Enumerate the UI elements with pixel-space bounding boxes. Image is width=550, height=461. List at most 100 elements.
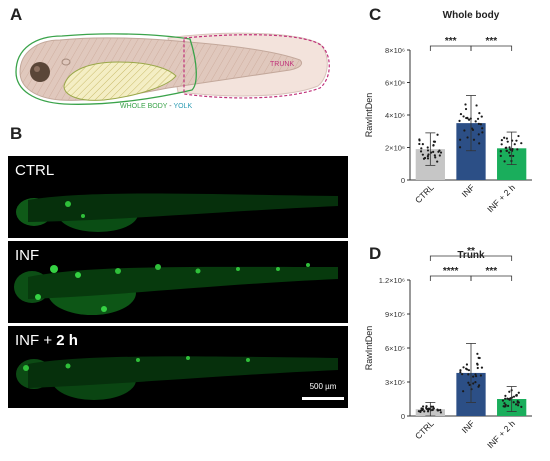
data-point <box>422 157 426 160</box>
yolk-label: YOLK <box>173 103 192 110</box>
data-point <box>430 405 433 408</box>
data-point <box>421 408 424 412</box>
x-tick-label: CTRL <box>413 418 436 441</box>
data-point <box>432 407 435 410</box>
whole-body-outline <box>15 33 197 105</box>
data-point <box>508 151 511 154</box>
data-point <box>425 406 428 410</box>
data-point <box>467 369 471 372</box>
y-tick-label: 0 <box>401 412 405 421</box>
data-point <box>418 138 421 141</box>
data-point <box>508 390 511 393</box>
data-point <box>427 153 430 156</box>
data-point <box>478 142 481 145</box>
data-point <box>506 397 509 400</box>
data-point <box>467 373 470 376</box>
data-point <box>464 107 468 111</box>
data-point <box>477 385 480 388</box>
data-point <box>478 356 481 360</box>
label-plain: INF + <box>15 332 57 349</box>
data-point <box>426 410 430 413</box>
panel-letter-c: C <box>369 5 382 24</box>
chart-title: Trunk <box>457 250 485 261</box>
scalebar-label: 500 µm <box>309 382 337 391</box>
whole-body-yolk-label: WHOLE BODY - YOLK <box>120 103 192 110</box>
data-point <box>505 149 508 152</box>
data-point <box>478 112 481 115</box>
data-point <box>462 390 465 393</box>
data-point <box>517 404 520 407</box>
data-point <box>477 122 480 125</box>
data-point <box>421 405 425 408</box>
data-point <box>420 147 423 150</box>
data-point <box>459 371 462 374</box>
data-point <box>471 127 474 130</box>
data-point <box>517 391 520 394</box>
data-point <box>436 408 439 411</box>
chart-trunk: Trunk RawIntDen 0 3×10⁵ 6×10⁵ 9×10⁵ 1.2×10⁶ CTR… <box>364 246 532 450</box>
data-point <box>479 374 483 377</box>
data-point <box>509 148 512 151</box>
y-axis-label: RawIntDen <box>364 326 374 371</box>
data-point <box>475 104 478 107</box>
whole-body-label: WHOLE BODY <box>120 103 168 110</box>
data-point <box>476 352 479 355</box>
data-point <box>439 151 443 154</box>
micrograph-label: INF + 2 h <box>15 332 78 349</box>
significance-label: ** <box>467 246 475 257</box>
data-point <box>432 143 435 147</box>
data-point <box>462 366 465 369</box>
data-point <box>417 410 420 413</box>
data-point <box>476 362 479 365</box>
data-point <box>466 136 469 139</box>
data-point <box>426 155 429 158</box>
data-point <box>508 146 511 149</box>
data-point <box>463 129 466 132</box>
data-point <box>506 140 509 143</box>
data-point <box>520 142 523 145</box>
panel-letter-a: A <box>10 5 23 24</box>
data-point <box>426 149 430 152</box>
trunk-outline <box>183 34 330 99</box>
x-tick-label: INF + 2 h <box>485 182 517 214</box>
eye-icon <box>30 62 50 82</box>
data-point <box>433 154 436 157</box>
data-point <box>514 403 518 406</box>
x-tick-label: INF + 2 h <box>485 418 517 450</box>
data-point <box>517 134 520 138</box>
data-point <box>505 137 509 140</box>
data-point <box>515 139 518 142</box>
data-point <box>467 118 471 121</box>
data-point <box>512 154 515 158</box>
y-tick-label: 0 <box>401 176 405 185</box>
label-separator: - <box>167 103 173 110</box>
data-point <box>462 115 465 118</box>
data-point <box>432 150 435 153</box>
data-point <box>476 117 480 120</box>
data-point <box>459 369 462 372</box>
micrograph-inf: INF <box>8 241 348 323</box>
data-point <box>515 393 518 397</box>
scalebar <box>302 397 344 400</box>
data-point <box>502 405 505 408</box>
data-point <box>503 160 506 163</box>
data-point <box>468 383 471 386</box>
data-point <box>500 139 503 142</box>
trunk-label: TRUNK <box>270 61 294 68</box>
data-point <box>439 408 442 412</box>
data-point <box>516 148 519 151</box>
significance-label: *** <box>485 266 497 277</box>
y-tick-label: 6×10⁵ <box>385 344 405 353</box>
data-point <box>439 411 442 414</box>
data-point <box>477 133 480 136</box>
data-point <box>423 410 426 413</box>
data-point <box>434 156 437 159</box>
data-point <box>479 123 483 126</box>
data-point <box>436 160 439 163</box>
data-point <box>425 405 428 408</box>
data-point <box>481 127 484 130</box>
data-point <box>499 154 502 157</box>
data-point <box>512 395 516 398</box>
label-bold: 2 h <box>56 332 78 349</box>
y-tick-label: 4×10⁶ <box>385 111 405 120</box>
